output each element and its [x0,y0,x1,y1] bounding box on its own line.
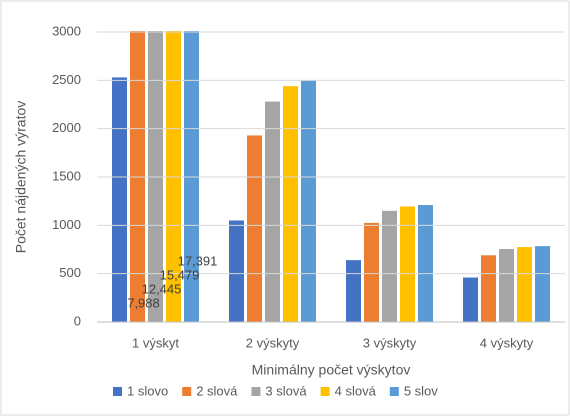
bar [247,135,262,322]
bar [265,101,280,322]
data-label: 7,988 [127,295,160,310]
x-tick-label: 4 výskyty [480,335,534,350]
data-label: 12,445 [142,281,182,296]
legend-swatch [182,387,192,396]
bar [517,247,532,322]
y-tick-label: 500 [59,265,81,280]
x-axis-title: Minimálny počet výskytov [252,362,411,378]
bar [346,260,361,322]
bar [382,210,397,322]
x-tick-label: 2 výskyty [246,335,300,350]
bar [463,277,478,322]
bar [283,86,298,322]
legend-label: 2 slová [196,383,238,398]
x-tick-label: 3 výskyty [363,335,417,350]
bar [400,206,415,322]
bar [301,80,316,322]
legend-label: 3 slová [265,383,307,398]
legend-label: 5 slov [404,383,438,398]
legend-swatch [389,387,399,396]
data-label: 17,391 [178,253,218,268]
bar [481,255,496,322]
bar [499,249,514,322]
legend-label: 1 slovo [127,383,168,398]
data-label: 15,479 [160,267,200,282]
bar [418,205,433,322]
y-axis-title: Počet nájdených výratov [13,101,29,254]
legend-label: 4 slová [335,383,377,398]
y-tick-label: 0 [74,313,81,328]
legend-swatch [320,387,330,396]
legend-swatch [113,387,122,396]
y-tick-label: 1500 [52,168,81,183]
y-tick-label: 1000 [52,217,81,232]
y-tick-label: 2500 [52,72,81,87]
y-tick-label: 2000 [52,120,81,135]
x-tick-label: 1 výskyt [132,335,179,350]
y-tick-label: 3000 [52,23,81,38]
bar [229,220,244,322]
bar [535,246,550,322]
bar [112,77,127,322]
legend-swatch [251,387,261,396]
bar [364,222,379,322]
